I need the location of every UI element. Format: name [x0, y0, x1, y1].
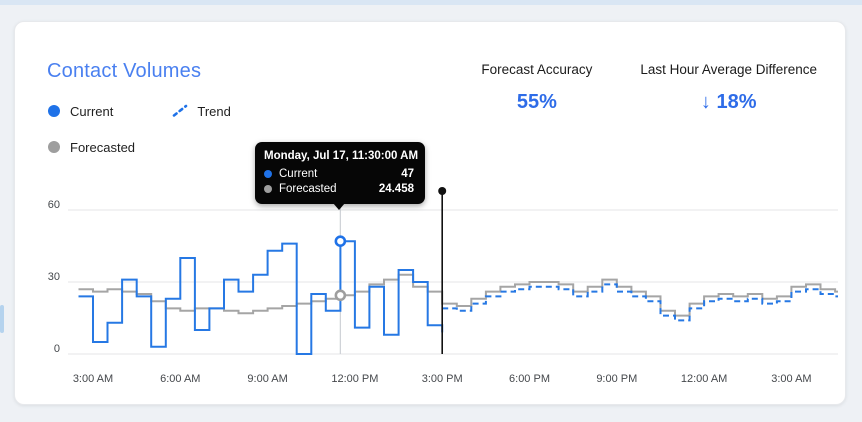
svg-text:6:00 PM: 6:00 PM	[509, 373, 550, 385]
stat-label: Forecast Accuracy	[481, 62, 593, 77]
legend-item-forecasted[interactable]: Forecasted	[48, 140, 135, 155]
svg-text:3:00 PM: 3:00 PM	[422, 373, 463, 385]
page-title: Contact Volumes	[47, 60, 202, 82]
current-dot-icon	[264, 169, 272, 178]
edge-scrollbar-thumb[interactable]	[0, 305, 4, 333]
legend-item-current[interactable]: Current	[48, 104, 113, 119]
stats-panel: Forecast Accuracy 55% Last Hour Average …	[481, 62, 817, 114]
legend-label-forecasted: Forecasted	[70, 139, 136, 155]
svg-text:9:00 PM: 9:00 PM	[596, 373, 637, 385]
stat-label: Last Hour Average Difference	[640, 62, 817, 77]
top-edge-strip	[0, 0, 862, 5]
trend-dashed-line-icon	[173, 104, 188, 117]
chart-tooltip: Monday, Jul 17, 11:30:00 AM Current 47 F…	[255, 142, 425, 210]
stat-value: ↓ 18%	[700, 91, 757, 113]
tooltip-row-current: Current 47	[264, 166, 414, 181]
forecasted-dot-icon	[264, 184, 272, 193]
tooltip-timestamp: Monday, Jul 17, 11:30:00 AM	[264, 150, 419, 162]
svg-text:6:00 AM: 6:00 AM	[160, 373, 200, 385]
svg-text:12:00 AM: 12:00 AM	[681, 373, 727, 385]
svg-text:9:00 AM: 9:00 AM	[247, 373, 287, 385]
tooltip-row-forecasted: Forecasted 24.458	[264, 181, 414, 196]
tooltip-caret	[333, 203, 345, 210]
legend-label-trend: Trend	[197, 103, 231, 119]
svg-text:60: 60	[48, 199, 60, 211]
stat-last-hour-average-difference: Last Hour Average Difference ↓ 18%	[640, 62, 817, 114]
stat-forecast-accuracy: Forecast Accuracy 55%	[481, 62, 592, 114]
forecasted-dot-icon	[48, 141, 60, 153]
svg-text:0: 0	[54, 343, 60, 355]
contact-volumes-card: Contact Volumes Current Trend Forecasted	[14, 21, 846, 405]
legend-label-current: Current	[70, 103, 114, 119]
svg-text:12:00 PM: 12:00 PM	[331, 373, 378, 385]
chart-svg[interactable]: 0 30 60 3:00 AM 6:00 AM 9:00 AM 12:00 PM 3:00 P…	[40, 180, 845, 395]
stat-value: 55%	[516, 91, 557, 113]
svg-text:30: 30	[48, 271, 60, 283]
current-dot-icon	[48, 105, 60, 117]
chart-legend: Current Trend Forecasted	[48, 103, 231, 175]
svg-text:3:00 AM: 3:00 AM	[771, 373, 811, 385]
legend-item-trend[interactable]: Trend	[171, 103, 231, 119]
svg-text:3:00 AM: 3:00 AM	[73, 373, 113, 385]
chart-area[interactable]: 0 30 60 3:00 AM 6:00 AM 9:00 AM 12:00 PM 3:00 P…	[40, 180, 845, 395]
